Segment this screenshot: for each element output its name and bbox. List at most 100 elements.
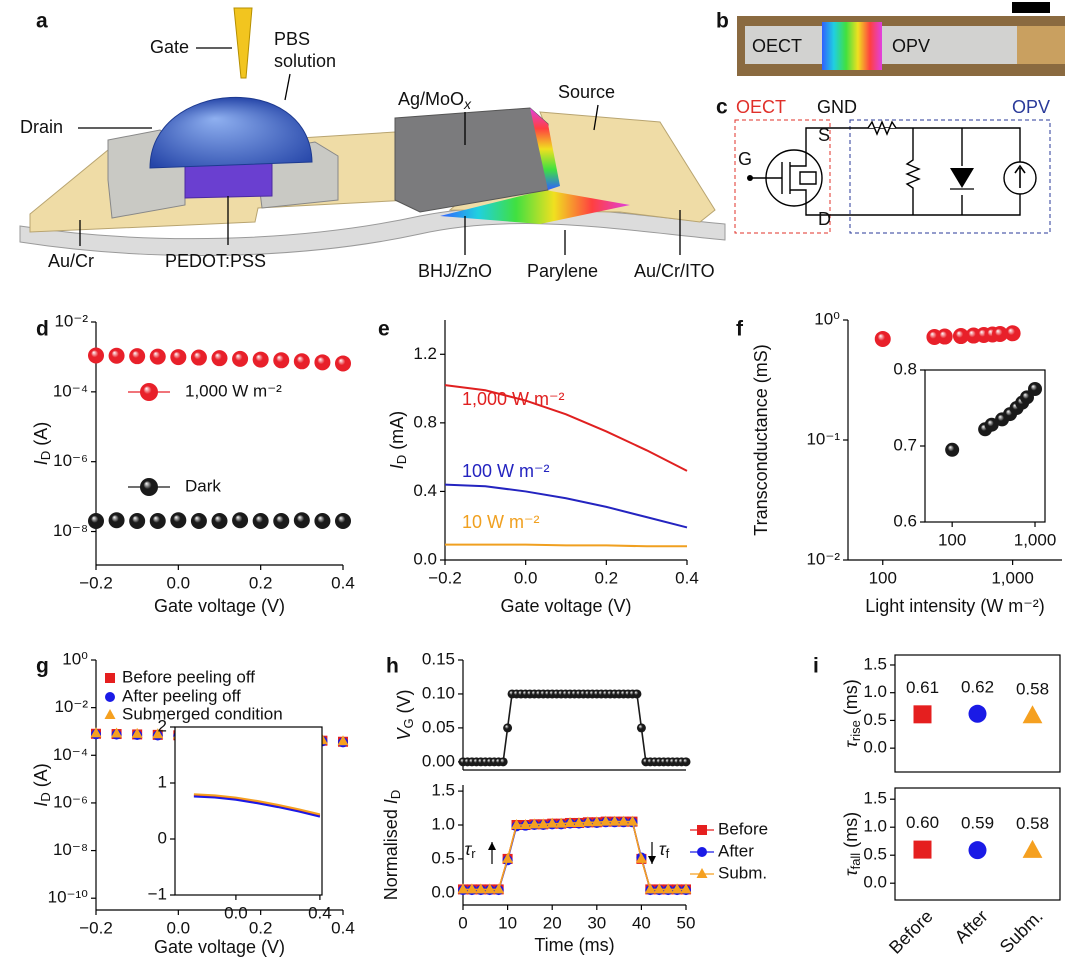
contact-pad (1017, 26, 1065, 64)
y-tick-label: 1.5 (863, 789, 887, 808)
legend-marker (697, 825, 707, 835)
text-part: τ (841, 740, 861, 748)
y-tick-label: 0.5 (863, 845, 887, 864)
marker (564, 816, 576, 827)
x-tick-label: 0.0 (167, 573, 191, 592)
marker (984, 417, 999, 432)
series-resistor (867, 120, 897, 136)
marker (108, 347, 125, 364)
plot-frame (174, 726, 323, 896)
text-part: I (387, 464, 407, 469)
marker (528, 818, 540, 829)
label: Gate (150, 37, 189, 57)
bhj-layer (440, 190, 630, 224)
marker (1022, 705, 1043, 724)
annotation: τf (659, 839, 670, 862)
marker (293, 512, 310, 529)
label: Au/Cr/ITO (634, 261, 715, 281)
marker (913, 840, 932, 859)
shunt-resistor (905, 128, 921, 215)
scale-bar (1012, 2, 1050, 13)
panel-label: g (36, 655, 49, 678)
marker (609, 815, 621, 826)
label: Parylene (527, 261, 598, 281)
x-tick-label: 0 (458, 913, 467, 932)
oect-box (734, 119, 831, 234)
y-tick-label: 0.0 (863, 738, 887, 757)
y-tick-label: 0.8 (413, 412, 437, 431)
category-label: After (951, 906, 992, 947)
label: PEDOT:PSS (165, 251, 266, 271)
marker (913, 705, 932, 724)
source-arrow (1014, 164, 1026, 188)
y-tick-label: 0.00 (422, 751, 455, 770)
y-axis-label: ID (mA) (387, 411, 410, 469)
text-part: τ (841, 868, 861, 876)
x-axis-label: Light intensity (W m⁻²) (865, 596, 1045, 616)
marker (618, 815, 630, 826)
value-label: 0.59 (961, 814, 994, 833)
text-part: τ (659, 839, 667, 859)
x-tick-label: 0.4 (675, 568, 699, 587)
marker (653, 883, 665, 894)
marker (293, 353, 310, 370)
label: GND (817, 97, 857, 117)
diode (950, 168, 974, 188)
y-tick-label: 0.7 (893, 435, 917, 454)
y-tick-label: 1.2 (413, 344, 437, 363)
marker (88, 513, 104, 530)
series-line (193, 793, 321, 816)
marker (537, 818, 549, 829)
marker (1022, 839, 1043, 858)
marker (582, 816, 594, 827)
panel-label: e (378, 318, 390, 341)
legend-label: Before (718, 819, 768, 838)
marker (170, 349, 187, 366)
panel-label: c (716, 96, 728, 119)
y-tick-label: −1 (148, 884, 167, 903)
marker (626, 815, 638, 826)
text-part: V (394, 727, 414, 741)
marker (190, 513, 207, 530)
y-tick-label: 0.5 (863, 710, 887, 729)
marker (968, 841, 987, 860)
marker (519, 819, 531, 829)
leader (593, 104, 599, 131)
y-tick-label: 10⁰ (814, 309, 840, 328)
text-part: I (31, 802, 51, 807)
text-part: (ms) (841, 812, 861, 853)
label: BHJ/ZnO (418, 261, 492, 281)
text-part: fall (848, 853, 863, 870)
y-axis-label: Transconductance (mS) (751, 344, 771, 535)
x-tick-label: 0.4 (331, 918, 355, 937)
marker (211, 513, 228, 530)
x-tick-label: 30 (587, 913, 606, 932)
annotation: τr (464, 839, 476, 862)
marker (681, 757, 691, 767)
x-tick-label: 0.2 (249, 573, 273, 592)
marker (546, 817, 558, 828)
label: Source (558, 82, 615, 102)
y-tick-label: 10⁰ (62, 649, 88, 668)
y-tick-label: 10⁻⁴ (53, 381, 88, 400)
y-tick-label: 0.15 (422, 649, 455, 668)
marker (1004, 325, 1021, 342)
label: S (818, 125, 830, 145)
marker (170, 512, 187, 529)
x-tick-label: 1,000 (991, 568, 1034, 587)
text-part: rise (848, 720, 863, 741)
marker (644, 883, 656, 894)
marker (457, 883, 469, 894)
opv-edge (530, 108, 560, 190)
text-part: r (471, 846, 476, 861)
x-tick-label: 100 (938, 530, 966, 549)
marker (232, 350, 249, 367)
marker (555, 817, 567, 828)
marker (335, 513, 351, 530)
x-tick-label: 50 (677, 913, 696, 932)
y-tick-label: 0.0 (413, 549, 437, 568)
y-tick-label: 10⁻⁸ (53, 521, 88, 540)
value-label: 0.62 (961, 677, 994, 696)
text-part: (ms) (841, 679, 861, 720)
series-line (463, 820, 686, 891)
